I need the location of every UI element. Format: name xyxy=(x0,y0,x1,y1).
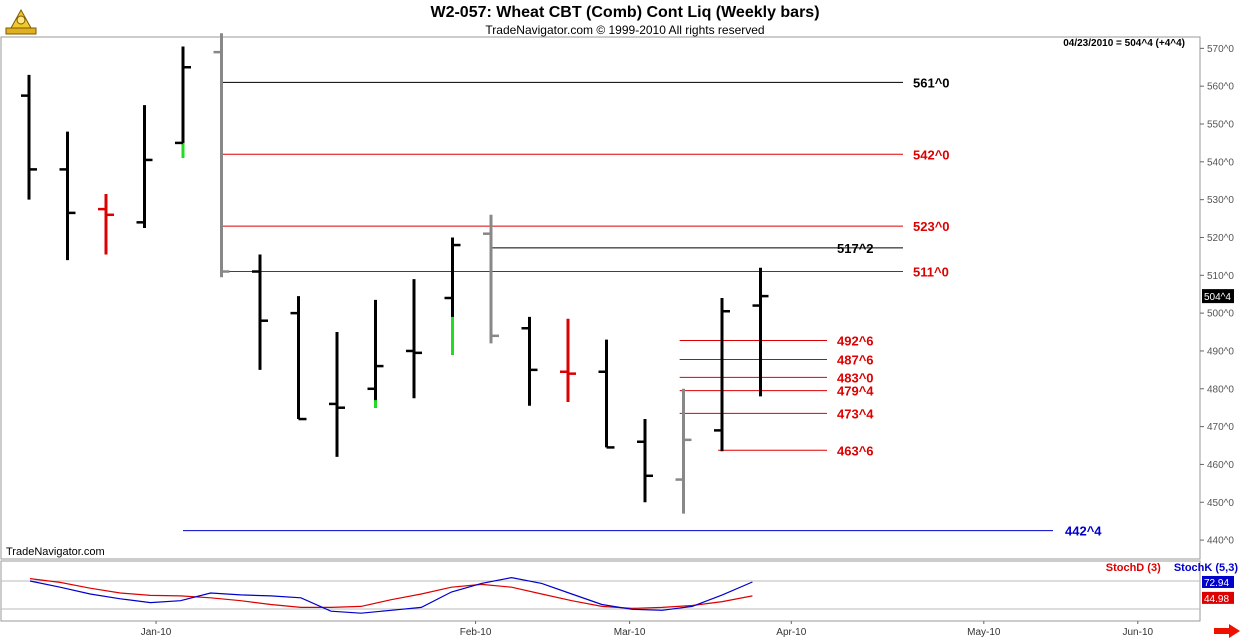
y-axis-tick-label: 570^0 xyxy=(1207,44,1234,55)
stochastic-panel xyxy=(0,560,1201,622)
x-axis-tick-label: Jun-10 xyxy=(1123,627,1154,638)
level-label: 473^4 xyxy=(837,406,874,421)
stoch-d-line xyxy=(29,578,753,610)
stoch-k-value: 72.94 xyxy=(1204,578,1229,589)
level-label: 542^0 xyxy=(913,147,950,162)
level-label: 511^0 xyxy=(913,265,949,280)
stoch-k-legend: StochK (5,3) xyxy=(1173,562,1238,574)
y-axis-tick-label: 460^0 xyxy=(1207,460,1234,471)
y-axis-tick-label: 520^0 xyxy=(1207,233,1234,244)
last-price-box xyxy=(1202,289,1234,304)
stoch-d-legend: StochD (3) xyxy=(1105,562,1161,574)
level-label: 483^0 xyxy=(837,370,874,385)
level-label: 463^6 xyxy=(837,443,874,458)
last-price-stamp: 04/23/2010 = 504^4 (+4^4) xyxy=(1063,38,1185,49)
watermark: TradeNavigator.com xyxy=(6,546,105,558)
level-label: 479^4 xyxy=(837,384,874,399)
y-axis-tick-label: 500^0 xyxy=(1207,309,1234,320)
y-axis-tick-label: 510^0 xyxy=(1207,271,1234,282)
x-axis-tick-label: May-10 xyxy=(967,627,1001,638)
indicator-legend: StochD (3) StochK (5,3) xyxy=(1096,562,1238,574)
y-axis-tick-label: 470^0 xyxy=(1207,422,1234,433)
y-axis-tick-label: 490^0 xyxy=(1207,346,1234,357)
y-axis-tick-label: 530^0 xyxy=(1207,195,1234,206)
stoch-d-value-box xyxy=(1202,591,1234,604)
y-axis-tick-label: 540^0 xyxy=(1207,157,1234,168)
y-axis-tick-label: 450^0 xyxy=(1207,498,1234,509)
level-label: 492^6 xyxy=(837,334,874,349)
y-axis-tick-label: 480^0 xyxy=(1207,384,1234,395)
level-label: 561^0 xyxy=(913,75,950,90)
stoch-d-value: 44.98 xyxy=(1204,594,1229,605)
chart-subtitle: TradeNavigator.com © 1999-2010 All right… xyxy=(485,23,765,37)
y-axis-tick-label: 560^0 xyxy=(1207,82,1234,93)
level-label: 517^2 xyxy=(837,241,874,256)
x-axis-tick-label: Feb-10 xyxy=(460,627,492,638)
stoch-k-line xyxy=(29,576,753,614)
level-label: 523^0 xyxy=(913,219,950,234)
level-label: 487^6 xyxy=(837,352,874,367)
x-axis-tick-label: Apr-10 xyxy=(776,627,806,638)
stoch-k-value-box xyxy=(1202,575,1234,588)
level-label: 442^4 xyxy=(1065,524,1102,539)
x-axis-tick-label: Mar-10 xyxy=(614,627,646,638)
scroll-right-arrow-icon[interactable] xyxy=(1213,624,1241,638)
trade-navigator-logo-icon[interactable] xyxy=(4,6,38,36)
y-axis-tick-label: 440^0 xyxy=(1207,536,1234,547)
y-axis-tick-label: 550^0 xyxy=(1207,120,1234,131)
chart-title: W2-057: Wheat CBT (Comb) Cont Liq (Weekl… xyxy=(430,4,820,21)
price-panel xyxy=(0,36,1201,560)
x-axis-tick-label: Jan-10 xyxy=(141,627,172,638)
last-price-label: 504^4 xyxy=(1204,292,1231,303)
